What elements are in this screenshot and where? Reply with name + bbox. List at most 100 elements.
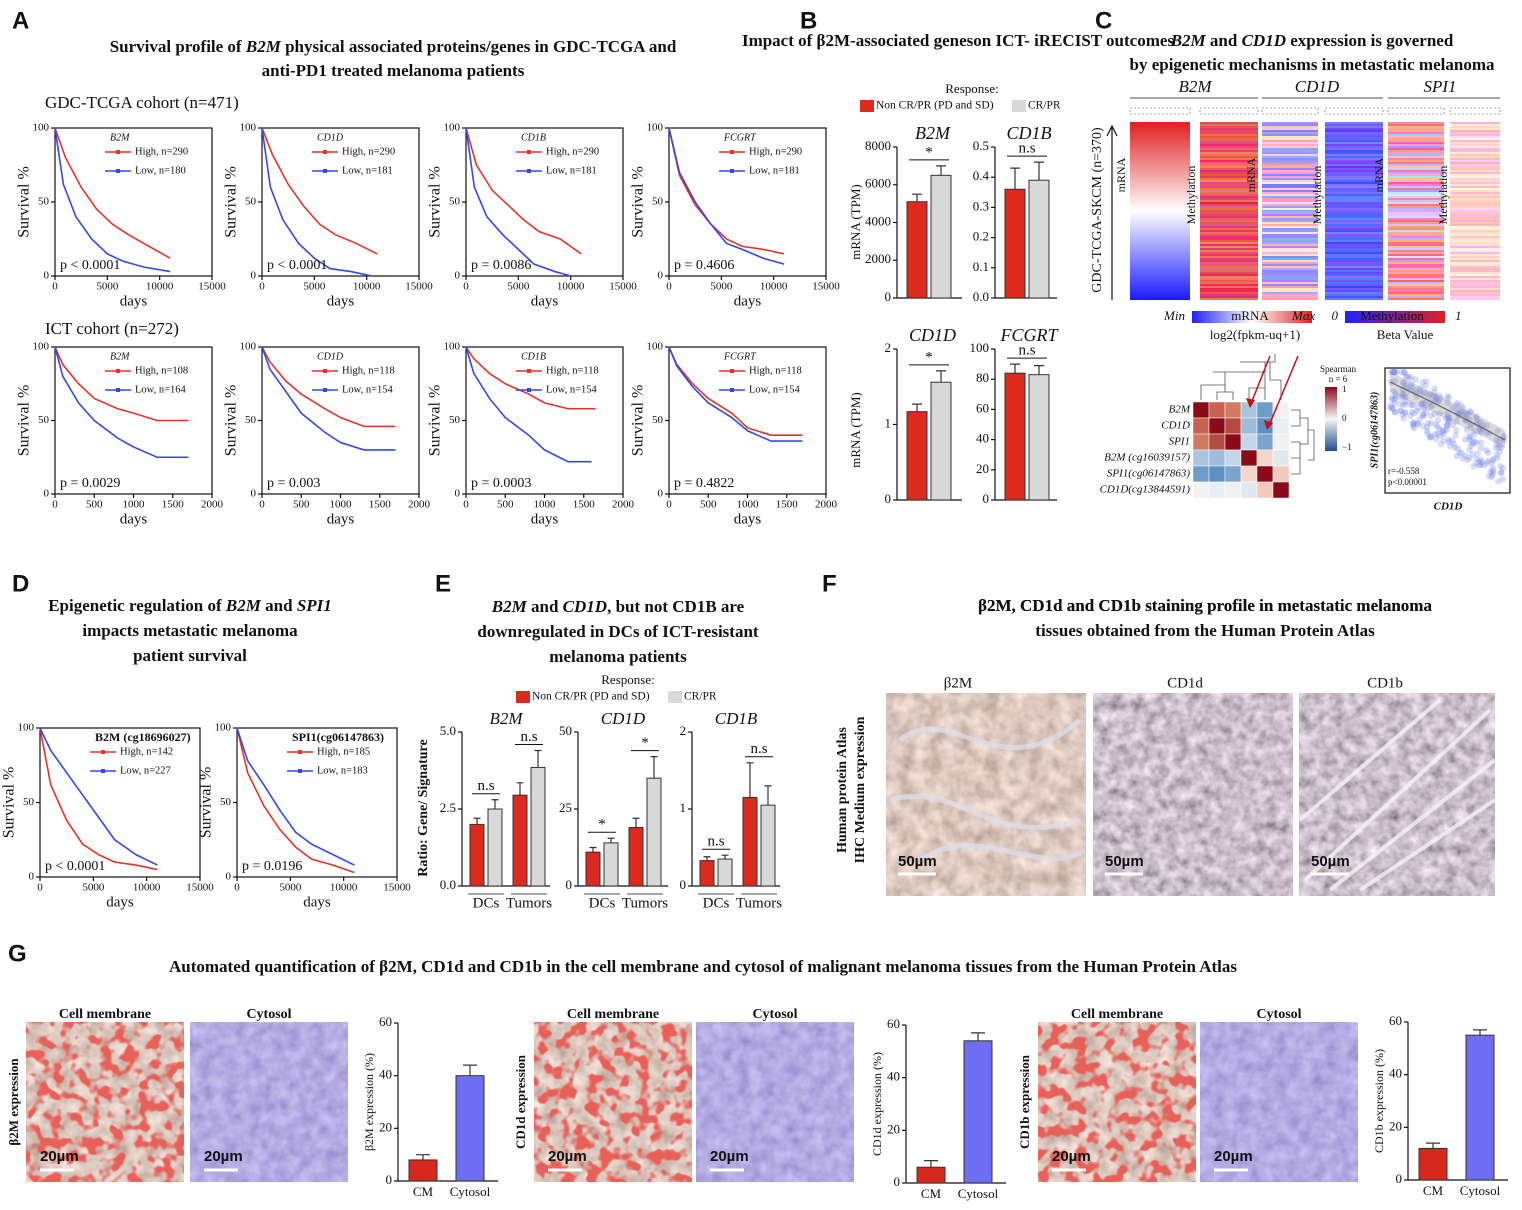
plot-frame xyxy=(465,346,624,495)
scatter-dot xyxy=(1500,434,1507,441)
x-axis-label: days xyxy=(120,293,148,309)
heatmap-stripe xyxy=(1200,176,1258,178)
heatmap-stripe xyxy=(1200,192,1258,194)
y-tick-label: 40 xyxy=(379,1067,392,1082)
heatmap-stripe xyxy=(1450,186,1500,188)
error-bar xyxy=(1010,167,1020,190)
heatmap-stripe xyxy=(1388,288,1444,290)
legend-label: Non CR/PR (PD and SD) xyxy=(532,691,650,703)
heatmap-stripe xyxy=(1200,284,1258,286)
legend-marker xyxy=(101,750,105,754)
heatmap-stripe xyxy=(1388,172,1444,174)
heatmap-stripe xyxy=(1325,160,1383,162)
legend-label: Beta Value xyxy=(1377,327,1434,342)
heatmap-stripe xyxy=(1388,128,1444,130)
corr-cell xyxy=(1256,481,1274,499)
y-axis-label: Survival % xyxy=(630,385,647,457)
heatmap-stripe xyxy=(1388,246,1444,248)
heatmap-stripe xyxy=(1200,158,1258,160)
scatter-dot xyxy=(1500,432,1508,439)
error-bar xyxy=(650,756,658,779)
heatmap-stripe xyxy=(1388,180,1444,182)
scatter-dot xyxy=(1408,408,1416,416)
legend-marker xyxy=(323,388,327,392)
gene-label: CD1D xyxy=(317,351,344,362)
heatmap-stripe xyxy=(1450,284,1500,286)
scatter-dot xyxy=(1404,372,1411,380)
title-line: Automated quantification of β2M, CD1d an… xyxy=(169,957,1237,976)
heatmap-stripe xyxy=(1450,234,1500,236)
scatter-dot xyxy=(1401,409,1409,416)
bar xyxy=(1004,372,1026,501)
column-label: mRNA xyxy=(1114,157,1128,192)
heatmap-stripe xyxy=(1262,172,1318,174)
legend-marker xyxy=(527,150,531,154)
heatmap-stripe xyxy=(1262,198,1318,200)
scatter-dot xyxy=(1391,399,1398,407)
heatmap-stripe xyxy=(1262,128,1318,130)
error-bar xyxy=(971,1032,985,1041)
heatmap-stripe xyxy=(1325,170,1383,172)
scatter-dot xyxy=(1396,400,1404,408)
bar xyxy=(408,1159,438,1182)
heatmap-stripe xyxy=(1325,140,1383,142)
x-tick-label: 10000 xyxy=(146,281,174,293)
heatmap-stripe xyxy=(1325,144,1383,146)
legend-label: Low, n=181 xyxy=(749,165,800,176)
y-axis-label: Survival % xyxy=(223,166,240,238)
heatmap-stripe xyxy=(1388,272,1444,274)
scatter-dot xyxy=(1411,386,1419,394)
scatter-dot xyxy=(1389,368,1396,376)
title-part: on ICT- iRECIST outcomes xyxy=(973,31,1174,50)
heatmap-stripe xyxy=(1388,220,1444,222)
x-tick-label: 5000 xyxy=(710,281,733,293)
row-label: β2M expression xyxy=(6,1058,21,1146)
heatmap-stripe xyxy=(1262,268,1318,270)
error-bar xyxy=(703,856,711,861)
y-tick-label: 100 xyxy=(215,722,232,734)
sig-label: n.s xyxy=(707,834,724,850)
heatmap-stripe xyxy=(1325,244,1383,246)
corr-cell xyxy=(1240,449,1258,467)
heatmap-stripe xyxy=(1325,196,1383,198)
panel-label: D xyxy=(12,570,29,597)
title-part: anti-PD1 treated melanoma patients xyxy=(262,61,525,80)
legend-marker xyxy=(323,150,327,154)
scatter-dot xyxy=(1427,419,1435,427)
x-tick-label: 0 xyxy=(463,281,469,293)
title-part: β2M, CD1d and CD1b staining profile in m… xyxy=(978,596,1432,615)
heatmap-stripe xyxy=(1388,148,1444,150)
legend-gradient xyxy=(1345,311,1445,323)
corr-cell xyxy=(1192,449,1210,467)
scatter-dot xyxy=(1494,427,1501,435)
heatmap-stripe xyxy=(1325,246,1383,248)
title-part: CD1D xyxy=(563,597,607,616)
heatmap-stripe xyxy=(1388,226,1444,228)
survival-curve xyxy=(668,346,803,437)
scatter-dot xyxy=(1453,418,1460,425)
scatter-dot xyxy=(1410,420,1417,427)
heatmap-stripe xyxy=(1262,174,1318,176)
legend-gradient xyxy=(1192,311,1312,323)
gene-label: CD1B xyxy=(521,351,546,362)
y-tick-label: 0 xyxy=(455,270,461,282)
scatter-dot xyxy=(1444,413,1451,420)
legend-label: Low, n=154 xyxy=(342,384,393,395)
heatmap-stripe xyxy=(1450,210,1500,212)
scatter-dot xyxy=(1387,404,1394,411)
heatmap-stripe xyxy=(1200,262,1258,264)
legend-title: Response: xyxy=(601,672,654,687)
title-part: melanoma patients xyxy=(549,647,687,666)
survival-curve xyxy=(39,727,158,866)
scatter-dot xyxy=(1435,392,1442,399)
y-axis-label: CD1b expression (%) xyxy=(1372,1049,1386,1153)
scatter-dot xyxy=(1393,392,1400,400)
heatmap-stripe xyxy=(1325,242,1383,244)
heatmap-stripe xyxy=(1325,268,1383,270)
heatmap-stripe xyxy=(1325,168,1383,170)
scatter-dot xyxy=(1445,394,1452,402)
scatter-dot xyxy=(1389,405,1396,412)
scatter-dot xyxy=(1476,458,1483,465)
heatmap-stripe xyxy=(1262,296,1318,298)
